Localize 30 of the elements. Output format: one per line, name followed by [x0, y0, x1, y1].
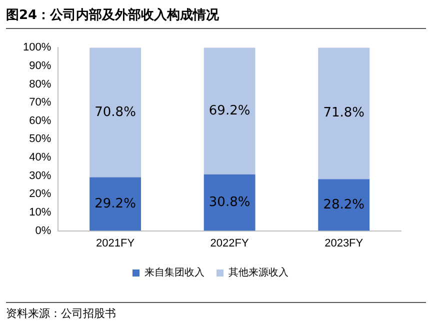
bar [318, 48, 370, 180]
y-tick-label: 30% [29, 170, 52, 182]
y-tick-label: 0% [35, 224, 52, 237]
y-tick-label: 80% [29, 78, 52, 90]
data-label: 29.2% [94, 196, 136, 212]
chart-title: 图24：公司内部及外部收入构成情况 [6, 6, 426, 29]
bar [90, 177, 141, 231]
legend-label: 来自集团收入 [144, 266, 204, 279]
data-label: 30.8% [208, 194, 250, 210]
y-tick-label: 100% [22, 42, 52, 54]
y-tick-label: 70% [29, 96, 52, 109]
x-tick-label: 2022FY [210, 237, 250, 250]
text: 资料来源：公司招股书 [6, 302, 426, 321]
y-tick-label: 60% [29, 114, 52, 127]
y-tick-label: 90% [29, 60, 52, 72]
y-tick-label: 10% [29, 206, 52, 219]
x-tick-label: 2023FY [324, 237, 364, 250]
bar [204, 48, 256, 174]
data-label: 71.8% [323, 106, 365, 121]
data-label: 70.8% [94, 104, 136, 120]
x-tick-label: 2021FY [96, 237, 136, 250]
legend-label: 其他来源收入 [228, 266, 288, 279]
bar [204, 174, 256, 231]
data-label: 28.2% [323, 197, 365, 212]
bar [318, 179, 370, 231]
y-tick-label: 20% [29, 188, 52, 200]
data-label: 69.2% [208, 103, 250, 118]
y-tick-label: 40% [29, 152, 52, 164]
bar [90, 48, 141, 178]
y-tick-label: 50% [29, 133, 52, 146]
